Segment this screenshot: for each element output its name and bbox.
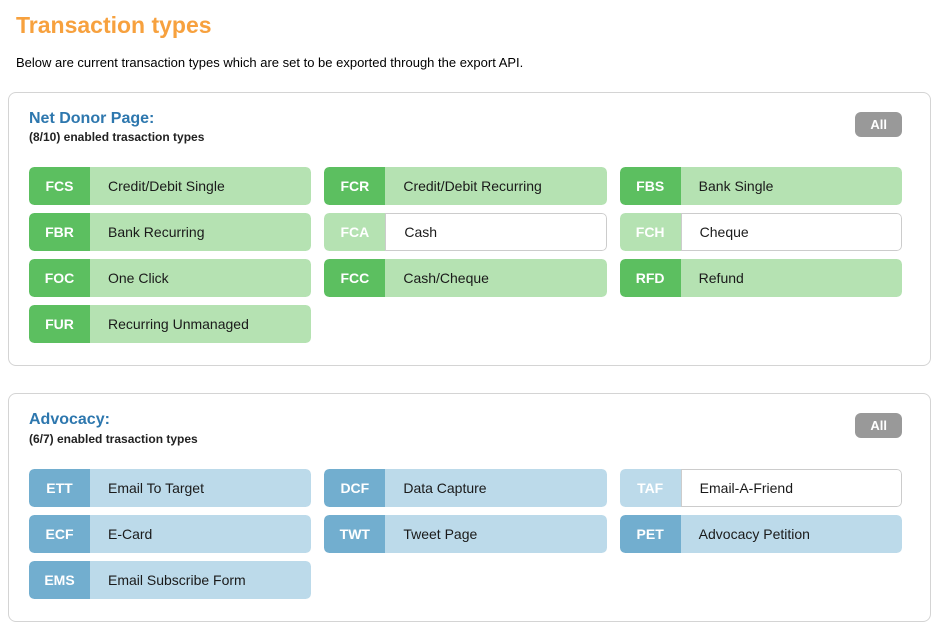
tag-grid: FCS Credit/Debit Single FCR Credit/Debit…	[29, 167, 902, 344]
tag-code-badge: EMS	[29, 560, 90, 599]
tag-ett[interactable]: ETT Email To Target	[29, 468, 312, 507]
tag-fca[interactable]: FCA Cash	[324, 213, 607, 252]
tag-fbr[interactable]: FBR Bank Recurring	[29, 213, 312, 252]
tag-fcc[interactable]: FCC Cash/Cheque	[324, 259, 607, 298]
tag-label: Advocacy Petition	[680, 514, 902, 553]
tag-fch[interactable]: FCH Cheque	[619, 213, 902, 252]
tag-taf[interactable]: TAF Email-A-Friend	[619, 468, 902, 507]
tag-label: Tweet Page	[385, 514, 607, 553]
tag-label: Email To Target	[90, 468, 312, 507]
tag-label: One Click	[90, 259, 312, 298]
tag-code-badge: TAF	[619, 468, 681, 507]
tag-label: Cheque	[680, 213, 902, 252]
tag-twt[interactable]: TWT Tweet Page	[324, 514, 607, 553]
tag-fur[interactable]: FUR Recurring Unmanaged	[29, 305, 312, 344]
tag-code-badge: RFD	[619, 259, 681, 298]
tag-label: Cash/Cheque	[385, 259, 607, 298]
tag-code-badge: PET	[619, 514, 681, 553]
tag-code-badge: FUR	[29, 305, 90, 344]
page-title: Transaction types	[16, 12, 212, 38]
tag-label: Credit/Debit Recurring	[385, 167, 607, 206]
tag-label: Bank Recurring	[90, 213, 312, 252]
tag-code-badge: FCR	[324, 167, 386, 206]
panel-heading-group: Net Donor Page: (8/10) enabled trasactio…	[29, 110, 204, 144]
tag-dcf[interactable]: DCF Data Capture	[324, 468, 607, 507]
page-subtitle: Below are current transaction types whic…	[16, 55, 524, 70]
tag-ecf[interactable]: ECF E-Card	[29, 514, 312, 553]
tag-code-badge: ECF	[29, 514, 90, 553]
tag-label: E-Card	[90, 514, 312, 553]
tag-rfd[interactable]: RFD Refund	[619, 259, 902, 298]
section-advocacy: Advocacy: (6/7) enabled trasaction types…	[8, 393, 931, 622]
tag-label: Credit/Debit Single	[90, 167, 312, 206]
all-button[interactable]: All	[855, 112, 902, 137]
tag-label: Data Capture	[385, 468, 607, 507]
tag-label: Email Subscribe Form	[90, 560, 312, 599]
tag-pet[interactable]: PET Advocacy Petition	[619, 514, 902, 553]
tag-fbs[interactable]: FBS Bank Single	[619, 167, 902, 206]
all-button[interactable]: All	[855, 413, 902, 439]
section-enabled-summary: (8/10) enabled trasaction types	[29, 130, 205, 145]
tag-code-badge: TWT	[324, 514, 386, 553]
section-net-donor-page: Net Donor Page: (8/10) enabled trasactio…	[8, 92, 931, 367]
panel-header: Net Donor Page: (8/10) enabled trasactio…	[29, 110, 902, 144]
tag-code-badge: DCF	[324, 468, 386, 507]
tag-code-badge: FCH	[619, 213, 681, 252]
tag-label: Email-A-Friend	[680, 468, 902, 507]
panel-heading-group: Advocacy: (6/7) enabled trasaction types	[29, 411, 198, 445]
tag-grid: ETT Email To Target DCF Data Capture TAF…	[29, 468, 902, 599]
tag-label: Cash	[385, 213, 607, 252]
section-title: Advocacy:	[29, 411, 110, 429]
tag-code-badge: FOC	[29, 259, 90, 298]
tag-fcs[interactable]: FCS Credit/Debit Single	[29, 167, 312, 206]
tag-fcr[interactable]: FCR Credit/Debit Recurring	[324, 167, 607, 206]
tag-foc[interactable]: FOC One Click	[29, 259, 312, 298]
panel-header: Advocacy: (6/7) enabled trasaction types…	[29, 411, 902, 446]
tag-ems[interactable]: EMS Email Subscribe Form	[29, 560, 312, 599]
tag-code-badge: FBR	[29, 213, 90, 252]
tag-label: Bank Single	[680, 167, 902, 206]
tag-code-badge: FBS	[619, 167, 681, 206]
section-enabled-summary: (6/7) enabled trasaction types	[29, 431, 198, 446]
tag-code-badge: FCA	[324, 213, 386, 252]
tag-code-badge: FCS	[29, 167, 90, 206]
tag-label: Recurring Unmanaged	[90, 305, 312, 344]
section-title: Net Donor Page:	[29, 110, 155, 127]
tag-label: Refund	[680, 259, 902, 298]
sections: Net Donor Page: (8/10) enabled trasactio…	[8, 92, 931, 622]
tag-code-badge: FCC	[324, 259, 386, 298]
tag-code-badge: ETT	[29, 468, 90, 507]
